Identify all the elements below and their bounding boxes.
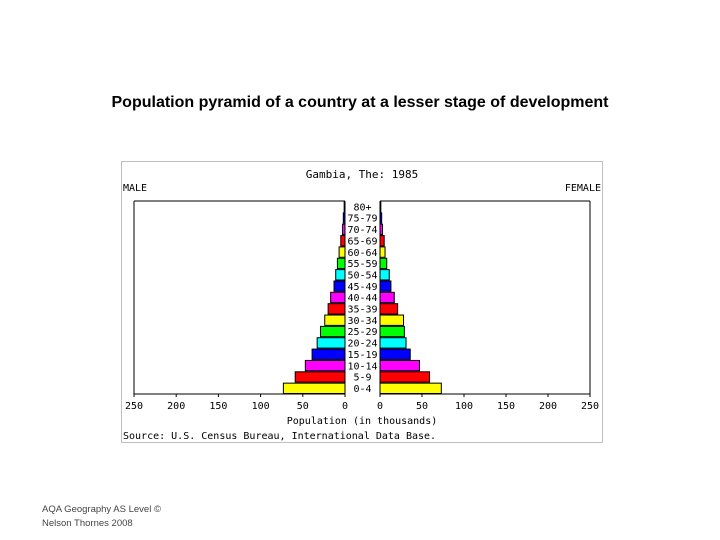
female-tick-label-50: 50: [416, 401, 428, 412]
female-bar-80+: [379, 201, 382, 213]
bars-group: [282, 201, 442, 395]
female-bar-50-54: [379, 269, 390, 281]
female-bar-55-59: [379, 257, 388, 270]
population-pyramid-chart: Gambia, The: 1985 MALE FEMALE 0-4 5-9 10-1…: [121, 161, 603, 443]
female-bar-0-4: [379, 382, 442, 395]
male-bar-30-34: [324, 314, 346, 326]
age-label-40-44: 40-44: [347, 293, 377, 304]
female-label: FEMALE: [565, 183, 601, 194]
footer-line-2: Nelson Thornes 2008: [42, 518, 133, 529]
pyramid-svg: Gambia, The: 1985 MALE FEMALE 0-45-910-1…: [123, 168, 601, 442]
female-bar-30-34: [379, 314, 405, 326]
female-tick-label-0: 0: [377, 401, 383, 412]
source-note: Source: U.S. Census Bureau, Internationa…: [123, 431, 436, 442]
male-tick-label-50: 50: [297, 401, 309, 412]
slide-title: Population pyramid of a country at a les…: [111, 94, 609, 111]
male-bar-80+: [343, 201, 346, 213]
male-bar-55-59: [336, 257, 346, 270]
tick-labels-group: 250 200 150 100 50 0 0 50 100 150 200 250: [125, 394, 599, 412]
age-label-45-49: 45-49: [347, 282, 377, 293]
male-bar-40-44: [330, 291, 346, 304]
footer-credit: AQA Geography AS Level © Nelson Thornes …: [42, 503, 161, 531]
age-label-5-9: 5-9: [353, 373, 371, 384]
female-bar-25-29: [379, 325, 405, 338]
female-tick-label-100: 100: [455, 401, 473, 412]
age-label-65-69: 65-69: [347, 236, 377, 247]
age-label-70-74: 70-74: [347, 225, 377, 236]
male-bar-25-29: [320, 325, 346, 338]
x-axis-label: Population (in thousands): [287, 416, 438, 427]
age-labels-group: 0-45-910-1415-1920-2425-2930-3435-3940-4…: [347, 202, 377, 395]
female-tick-label-150: 150: [497, 401, 515, 412]
female-bar-10-14: [379, 359, 420, 372]
female-bar-60-64: [379, 246, 386, 258]
male-bar-60-64: [338, 246, 346, 258]
male-bar-10-14: [304, 359, 346, 372]
age-label-15-19: 15-19: [347, 350, 377, 361]
male-bar-75-79: [342, 212, 346, 224]
male-bar-5-9: [294, 371, 346, 383]
female-bar-40-44: [379, 291, 395, 304]
female-tick-label-200: 200: [539, 401, 557, 412]
female-tick-label-250: 250: [581, 401, 599, 412]
age-label-35-39: 35-39: [347, 305, 377, 316]
female-bar-5-9: [379, 371, 431, 383]
age-label-10-14: 10-14: [347, 361, 377, 372]
male-tick-label-0: 0: [342, 401, 348, 412]
footer-line-1: AQA Geography AS Level ©: [42, 504, 161, 515]
male-bar-20-24: [316, 337, 346, 349]
male-bar-35-39: [327, 303, 346, 315]
male-bar-50-54: [335, 269, 346, 281]
female-bar-20-24: [379, 337, 407, 349]
female-bar-15-19: [379, 348, 411, 360]
age-label-30-34: 30-34: [347, 316, 377, 327]
male-tick-label-200: 200: [167, 401, 185, 412]
male-label: MALE: [123, 183, 147, 194]
male-tick-label-100: 100: [252, 401, 270, 412]
age-label-55-59: 55-59: [347, 259, 377, 270]
female-bar-45-49: [379, 280, 392, 292]
age-label-60-64: 60-64: [347, 248, 377, 259]
age-label-50-54: 50-54: [347, 270, 377, 281]
chart-title: Gambia, The: 1985: [306, 168, 419, 181]
female-bar-75-79: [379, 212, 383, 224]
age-label-25-29: 25-29: [347, 327, 377, 338]
age-label-80+: 80+: [353, 202, 371, 213]
male-bar-65-69: [340, 235, 346, 247]
male-bar-70-74: [341, 223, 346, 236]
age-label-0-4: 0-4: [353, 384, 371, 395]
male-bar-45-49: [333, 280, 346, 292]
male-bar-15-19: [311, 348, 346, 360]
age-label-75-79: 75-79: [347, 214, 377, 225]
male-bar-0-4: [282, 382, 346, 395]
female-bar-65-69: [379, 235, 385, 247]
male-tick-label-250: 250: [125, 401, 143, 412]
female-bar-35-39: [379, 303, 399, 315]
male-tick-label-150: 150: [209, 401, 227, 412]
age-label-20-24: 20-24: [347, 339, 377, 350]
female-bar-70-74: [379, 223, 384, 236]
